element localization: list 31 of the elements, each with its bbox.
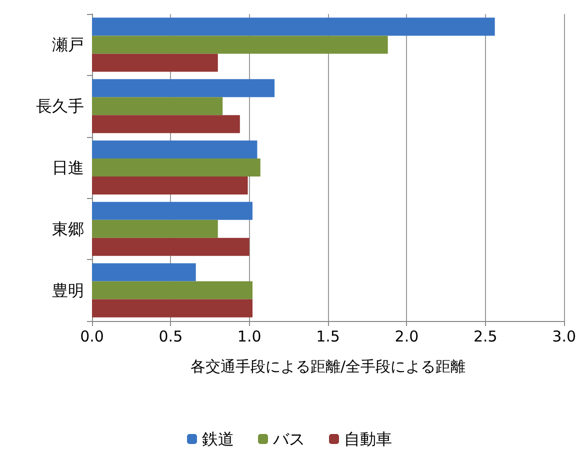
y-tick-label: 日進 [52,158,84,177]
bar [92,238,250,256]
y-tick-label: 豊明 [52,280,84,300]
x-tick-label: 0.0 [80,328,104,346]
bar [92,202,253,220]
bar [92,97,223,116]
x-axis-title: 各交通手段による距離/全手段による距離 [190,358,466,376]
bar [92,54,218,72]
y-tick-label: 瀬戸 [52,35,84,54]
legend-label: バス [272,430,305,448]
bar [92,158,260,177]
bar [92,115,240,134]
y-tick-label: 東郷 [52,219,84,238]
legend-label: 鉄道 [202,430,234,448]
bar [92,18,495,36]
x-tick-label: 1.0 [237,328,262,346]
x-tick-label: 2.0 [394,328,419,346]
y-tick-label: 長久手 [36,96,84,116]
x-tick-label: 1.5 [316,328,340,346]
bar [92,140,258,158]
x-tick-label: 2.5 [473,328,498,346]
bar [92,299,253,318]
x-tick-label: 3.0 [552,328,576,346]
x-tick-label: 0.5 [158,328,183,346]
bar [92,79,275,98]
legend-label: 自動車 [344,430,392,448]
bar [92,176,248,195]
bar [92,281,253,300]
bar [92,220,218,238]
bar [92,36,388,54]
bar [92,263,196,282]
